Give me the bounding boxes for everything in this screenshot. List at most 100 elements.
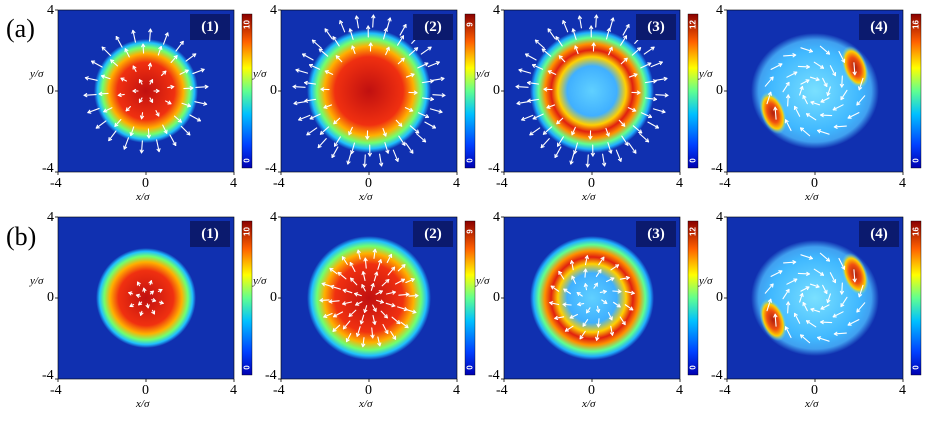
colorbar bbox=[464, 220, 476, 376]
y-tick-label: 4 bbox=[270, 3, 277, 18]
heatmap-plot bbox=[501, 216, 699, 382]
density-ring bbox=[530, 236, 654, 360]
panel-id-badge: (2) bbox=[413, 221, 453, 247]
vector-field bbox=[764, 252, 866, 344]
y-tick-label: 0 bbox=[716, 290, 723, 305]
density-disk bbox=[94, 39, 198, 143]
y-tick-label: 0 bbox=[716, 83, 723, 98]
colorbar bbox=[241, 13, 253, 169]
x-tick-label: 4 bbox=[676, 176, 683, 191]
x-axis-label: x/σ bbox=[805, 191, 819, 203]
y-tick-label: -4 bbox=[265, 368, 277, 383]
density-disk bbox=[96, 248, 196, 348]
x-tick-label: 4 bbox=[230, 176, 237, 191]
density-blob bbox=[841, 45, 869, 89]
density-blob bbox=[841, 252, 869, 296]
y-tick-label: -4 bbox=[488, 161, 500, 176]
colorbar-min-label: 0 bbox=[911, 158, 921, 163]
heatmap-panel: 9 0 (2) -4 0 4 4 0 -4 x/σ y/σ bbox=[253, 211, 481, 420]
vector-field bbox=[128, 280, 164, 316]
density-disk bbox=[307, 29, 431, 153]
x-tick-label: 4 bbox=[676, 383, 683, 398]
heatmap-panel: 10 0 (1) -4 0 4 4 0 -4 x/σ y/σ bbox=[30, 4, 258, 213]
colorbar bbox=[464, 13, 476, 169]
row-label: (b) bbox=[6, 222, 37, 251]
x-tick-label: -4 bbox=[50, 383, 62, 398]
density-ring bbox=[530, 29, 654, 153]
colorbar-min-label: 0 bbox=[242, 158, 252, 163]
colorbar-min-label: 0 bbox=[911, 365, 921, 370]
heatmap-panel: 9 0 (2) -4 0 4 4 0 -4 x/σ y/σ bbox=[253, 4, 481, 213]
x-axis-label: x/σ bbox=[136, 398, 150, 410]
y-tick-label: 4 bbox=[493, 210, 500, 225]
vector-field bbox=[764, 45, 866, 137]
y-tick-label: 4 bbox=[270, 210, 277, 225]
colorbar-min-label: 0 bbox=[688, 158, 698, 163]
y-tick-label: 0 bbox=[270, 83, 277, 98]
colorbar bbox=[910, 13, 922, 169]
heatmap-panel: 16 0 (4) -4 0 4 4 0 -4 x/σ y/σ bbox=[699, 4, 926, 213]
x-tick-label: 4 bbox=[453, 383, 460, 398]
vector-field bbox=[319, 248, 419, 348]
y-tick-label: 4 bbox=[716, 210, 723, 225]
y-tick-label: -4 bbox=[42, 161, 54, 176]
y-tick-label: -4 bbox=[42, 368, 54, 383]
heatmap-panel: 16 0 (4) -4 0 4 4 0 -4 x/σ y/σ bbox=[699, 211, 926, 420]
heatmap-plot bbox=[501, 9, 699, 175]
y-tick-label: 4 bbox=[47, 3, 54, 18]
x-tick-label: -4 bbox=[719, 176, 731, 191]
y-tick-label: 0 bbox=[47, 83, 54, 98]
y-tick-label: 0 bbox=[493, 83, 500, 98]
colorbar-max-label: 9 bbox=[465, 22, 475, 27]
colorbar-min-label: 0 bbox=[688, 365, 698, 370]
x-axis-label: x/σ bbox=[359, 398, 373, 410]
colorbar-max-label: 12 bbox=[688, 227, 698, 236]
x-tick-label: -4 bbox=[496, 176, 508, 191]
x-axis-label: x/σ bbox=[582, 191, 596, 203]
x-tick-label: 0 bbox=[811, 383, 818, 398]
vector-field bbox=[292, 14, 446, 168]
x-axis-label: x/σ bbox=[359, 191, 373, 203]
colorbar-min-label: 0 bbox=[465, 158, 475, 163]
x-tick-label: -4 bbox=[273, 176, 285, 191]
panel-id-badge: (2) bbox=[413, 14, 453, 40]
y-tick-label: 0 bbox=[270, 290, 277, 305]
y-tick-label: 4 bbox=[716, 3, 723, 18]
y-axis-label: y/σ bbox=[30, 68, 44, 80]
y-tick-label: -4 bbox=[711, 161, 723, 176]
y-axis-label: y/σ bbox=[476, 275, 490, 287]
vector-field bbox=[83, 28, 209, 154]
x-tick-label: 0 bbox=[365, 383, 372, 398]
colorbar bbox=[241, 220, 253, 376]
colorbar bbox=[910, 220, 922, 376]
vector-field bbox=[515, 14, 669, 168]
colorbar-max-label: 16 bbox=[911, 20, 921, 29]
row-label: (a) bbox=[6, 14, 35, 43]
x-tick-label: 0 bbox=[588, 383, 595, 398]
heatmap-panel: 12 0 (3) -4 0 4 4 0 -4 x/σ y/σ bbox=[476, 4, 704, 213]
x-tick-label: 0 bbox=[142, 176, 149, 191]
y-tick-label: 4 bbox=[47, 210, 54, 225]
y-axis-label: y/σ bbox=[699, 275, 713, 287]
x-tick-label: -4 bbox=[496, 383, 508, 398]
vector-field bbox=[549, 255, 635, 341]
colorbar-max-label: 12 bbox=[688, 20, 698, 29]
colorbar-max-label: 9 bbox=[465, 229, 475, 234]
y-tick-label: -4 bbox=[711, 368, 723, 383]
density-blob bbox=[759, 298, 787, 342]
panel-id-badge: (1) bbox=[190, 221, 230, 247]
y-axis-label: y/σ bbox=[476, 68, 490, 80]
heatmap-panel: 10 0 (1) -4 0 4 4 0 -4 x/σ y/σ bbox=[30, 211, 258, 420]
density-cloud bbox=[751, 33, 879, 149]
colorbar-min-label: 0 bbox=[465, 365, 475, 370]
density-cloud bbox=[751, 240, 879, 356]
x-tick-label: 4 bbox=[899, 176, 906, 191]
heatmap-plot bbox=[278, 9, 476, 175]
panel-id-badge: (4) bbox=[859, 221, 899, 247]
panel-id-badge: (3) bbox=[636, 221, 676, 247]
panel-id-badge: (4) bbox=[859, 14, 899, 40]
y-tick-label: 0 bbox=[47, 290, 54, 305]
x-tick-label: 4 bbox=[453, 176, 460, 191]
panel-id-badge: (3) bbox=[636, 14, 676, 40]
